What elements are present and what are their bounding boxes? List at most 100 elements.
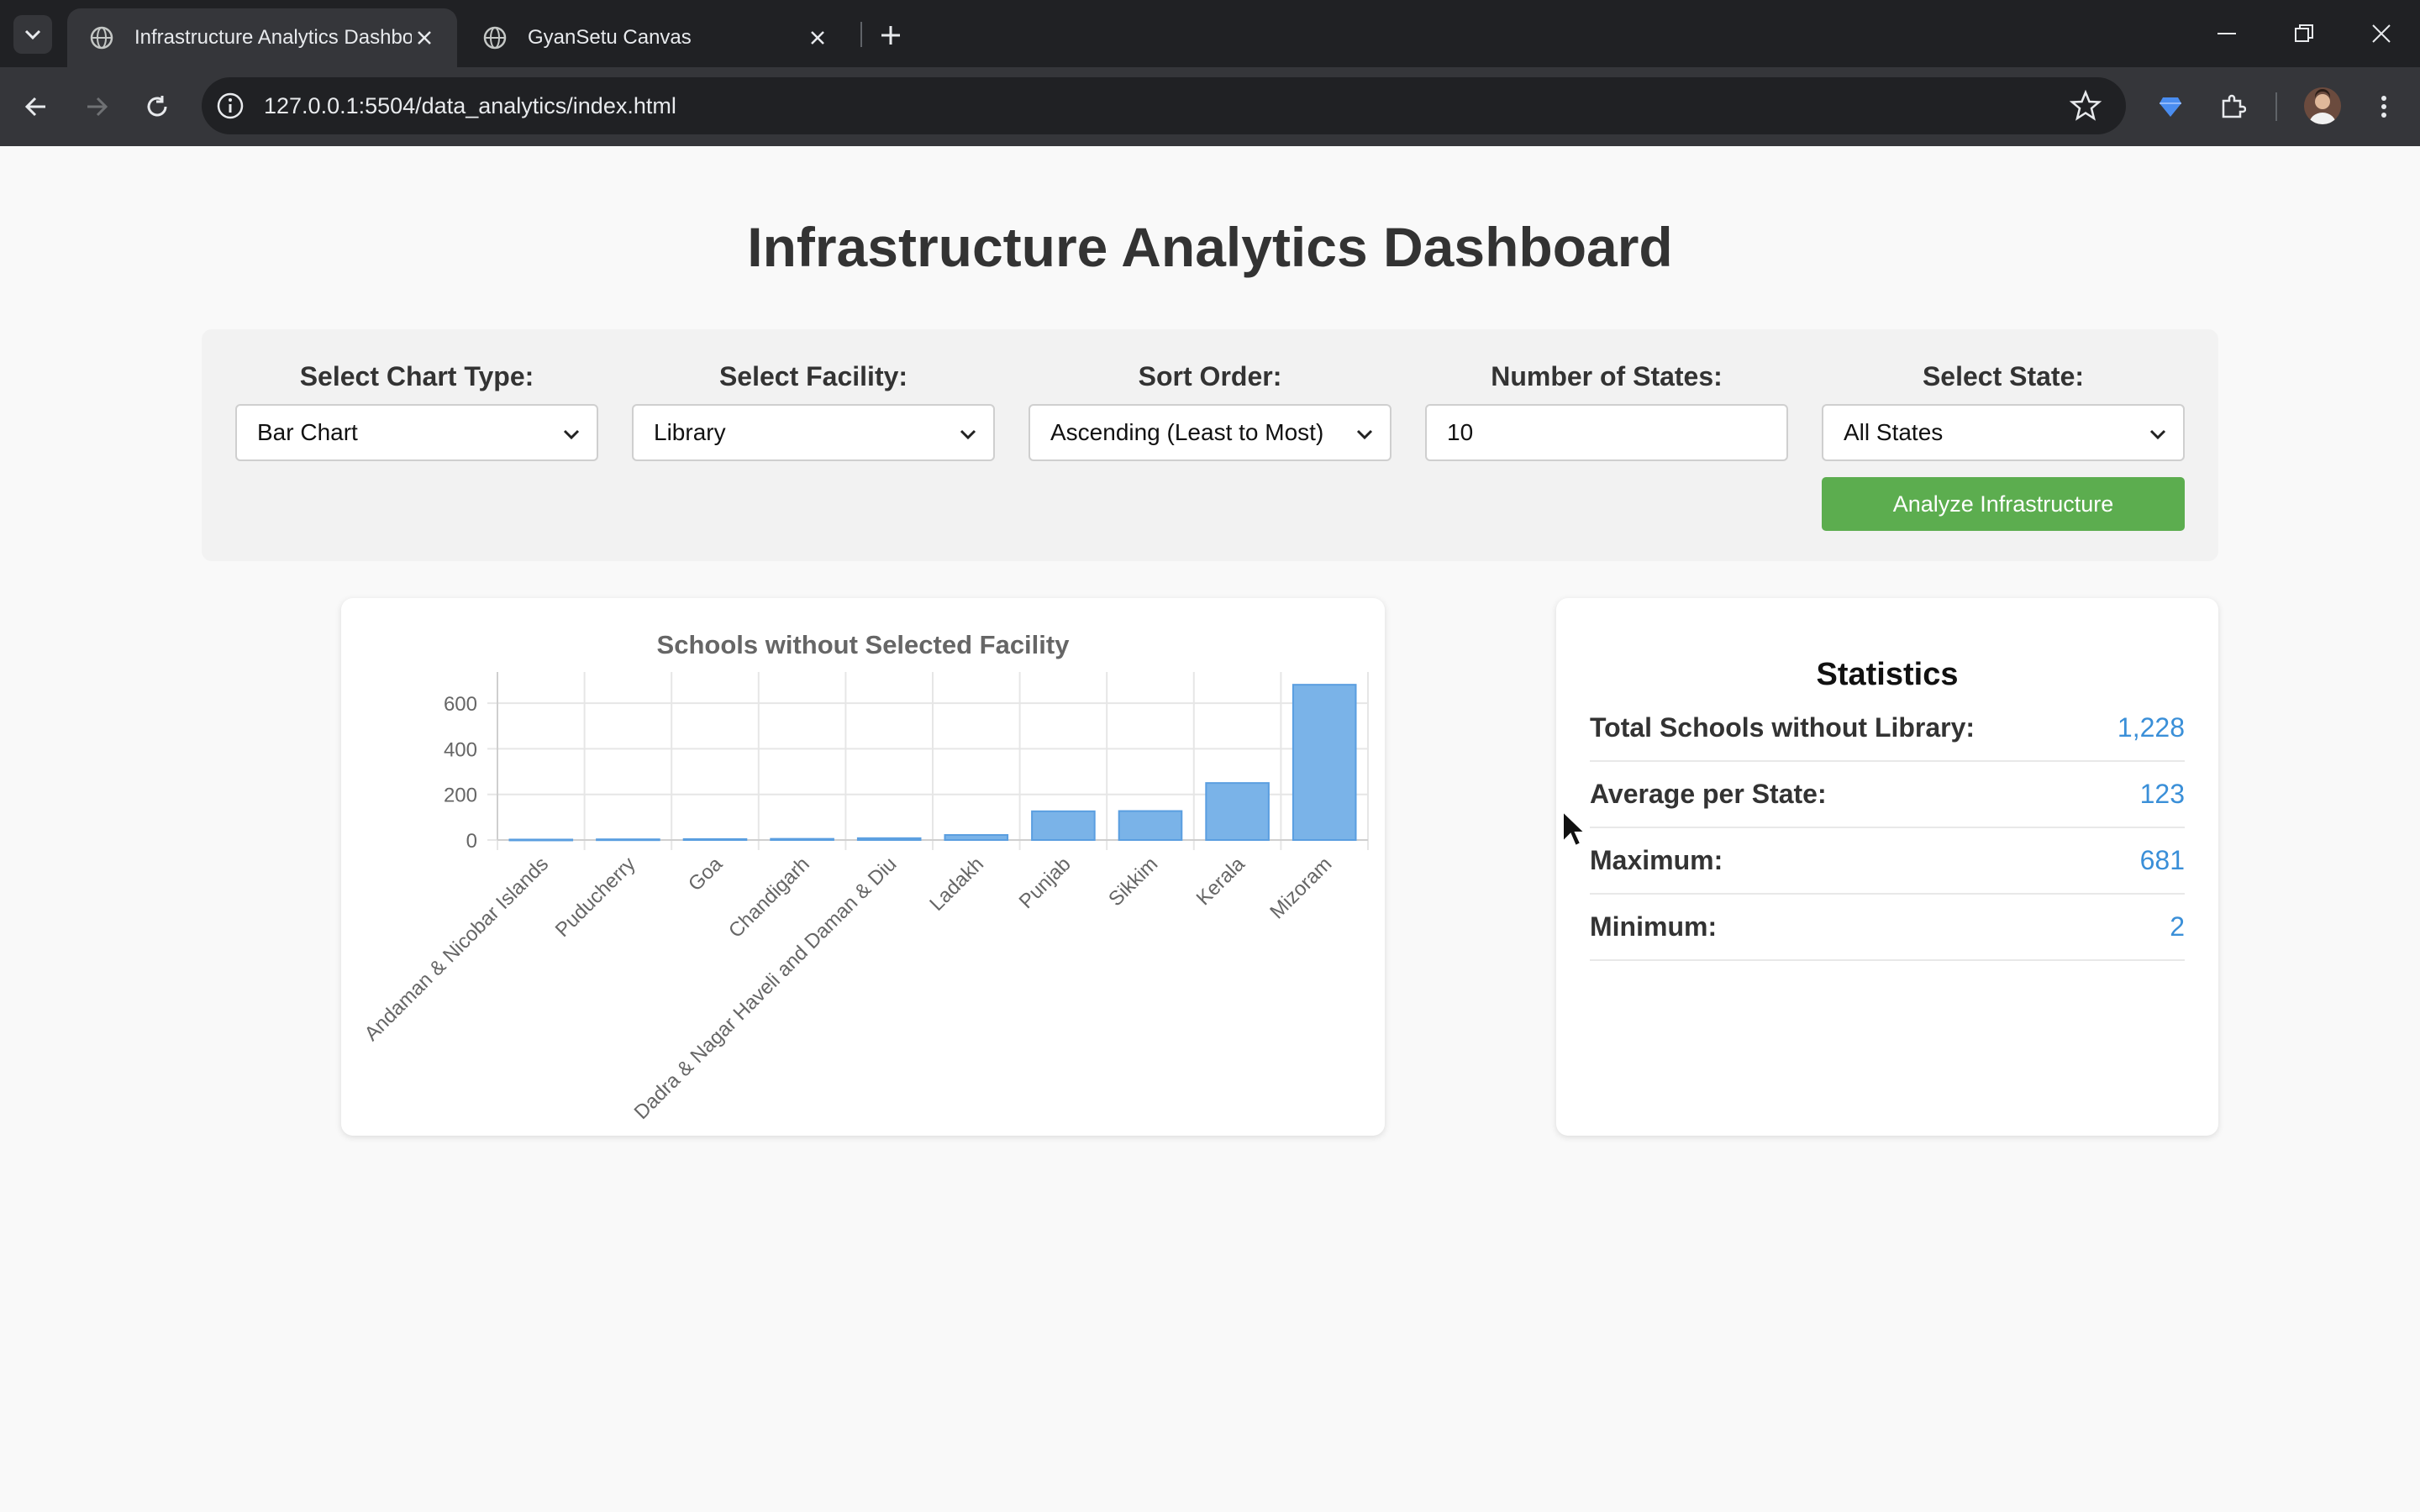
close-icon — [2372, 24, 2391, 43]
tab-active[interactable]: Infrastructure Analytics Dashboard — [67, 8, 457, 67]
statistics-title: Statistics — [1816, 657, 1959, 692]
x-tick-label: Andaman & Nicobar Islands — [360, 853, 553, 1045]
tab-search-button[interactable] — [13, 15, 52, 54]
stat-value: 1,228 — [2117, 712, 2185, 743]
minimize-button[interactable] — [2207, 15, 2247, 52]
state-label: Select State: — [1922, 361, 2085, 391]
browser-menu-button[interactable] — [2365, 87, 2403, 126]
num-states-control: Number of States: 10 — [1425, 361, 1788, 461]
stat-label: Average per State: — [1590, 779, 1827, 809]
state-value: All States — [1844, 419, 1944, 445]
x-tick-label: Ladakh — [925, 853, 988, 916]
chart-title: Schools without Selected Facility — [657, 630, 1071, 659]
site-info-icon[interactable] — [215, 91, 245, 121]
page-content: Infrastructure Analytics Dashboard Selec… — [0, 146, 2420, 1512]
x-tick-label: Punjab — [1015, 853, 1076, 913]
stat-label: Maximum: — [1590, 845, 1723, 875]
stat-label: Total Schools without Library: — [1590, 712, 1975, 743]
chart-card: Schools without Selected Facility 0 200 40… — [341, 598, 1385, 1136]
x-tick-label: Sikkim — [1104, 853, 1162, 911]
chart-type-label: Select Chart Type: — [299, 361, 534, 391]
address-bar[interactable] — [202, 77, 2126, 134]
reload-icon — [147, 96, 167, 117]
sort-order-select[interactable]: Ascending (Least to Most) — [1028, 404, 1392, 461]
bar[interactable] — [682, 837, 748, 841]
page-title: Infrastructure Analytics Dashboard — [747, 216, 1673, 278]
reload-button[interactable] — [138, 87, 176, 126]
gem-icon — [2160, 97, 2181, 117]
y-tick-label: 0 — [466, 830, 477, 853]
bar[interactable] — [770, 837, 834, 841]
state-control: Select State: All States — [1822, 361, 2185, 461]
minimize-icon — [2217, 33, 2236, 34]
chart-type-value: Bar Chart — [257, 419, 358, 445]
y-tick-label: 600 — [444, 693, 477, 716]
bar[interactable] — [508, 838, 574, 842]
close-window-button[interactable] — [2361, 15, 2402, 52]
mouse-cursor-icon — [1562, 810, 1586, 848]
new-tab-button[interactable] — [874, 18, 908, 52]
plus-icon — [881, 26, 900, 45]
chevron-down-icon — [960, 429, 976, 440]
tab-title: Infrastructure Analytics Dashboard — [134, 26, 412, 49]
chart-y-ticks: 0 200 400 600 — [444, 693, 477, 853]
arrow-left-icon — [24, 97, 45, 117]
x-tick-label: Kerala — [1192, 853, 1250, 911]
bar[interactable] — [1118, 810, 1183, 841]
close-tab-icon[interactable] — [805, 25, 830, 50]
extension-gem-button[interactable] — [2151, 87, 2190, 126]
facility-control: Select Facility: Library — [632, 361, 995, 461]
globe-icon — [483, 26, 507, 50]
bar[interactable] — [1292, 684, 1357, 841]
x-tick-label: Mizoram — [1265, 853, 1336, 923]
bar[interactable] — [856, 837, 922, 842]
chevron-down-icon — [563, 429, 580, 440]
y-tick-label: 200 — [444, 785, 477, 807]
arrow-right-icon — [87, 97, 108, 117]
facility-select[interactable]: Library — [632, 404, 995, 461]
extensions-button[interactable] — [2213, 87, 2252, 126]
profile-avatar[interactable] — [2304, 87, 2341, 124]
num-states-value: 10 — [1447, 419, 1474, 445]
bar[interactable] — [944, 834, 1009, 841]
statistics-card: Statistics Total Schools without Library… — [1556, 598, 2218, 1136]
chart-type-select[interactable]: Bar Chart — [235, 404, 598, 461]
toolbar-separator — [2275, 92, 2277, 121]
back-button[interactable] — [17, 87, 55, 126]
x-tick-label: Chandigarh — [724, 853, 814, 942]
state-select[interactable]: All States — [1822, 404, 2185, 461]
controls-panel: Select Chart Type: Bar Chart Select Faci… — [202, 329, 2218, 561]
puzzle-icon — [2222, 94, 2246, 118]
restore-button[interactable] — [2284, 15, 2324, 52]
y-tick-label: 400 — [444, 738, 477, 761]
bar[interactable] — [1205, 782, 1270, 841]
facility-value: Library — [654, 419, 726, 445]
stat-average-row: Average per State: 123 — [1590, 762, 2185, 828]
tab-inactive[interactable]: GyanSetu Canvas — [460, 8, 850, 67]
sort-order-value: Ascending (Least to Most) — [1050, 419, 1324, 445]
tab-separator — [860, 22, 862, 47]
bar[interactable] — [596, 838, 660, 842]
bar[interactable] — [1031, 810, 1096, 842]
chevron-down-icon — [24, 29, 41, 40]
stat-value: 123 — [2139, 779, 2185, 809]
bookmark-star-icon[interactable] — [2069, 89, 2102, 123]
stat-maximum-row: Maximum: 681 — [1590, 828, 2185, 895]
chevron-down-icon — [2149, 429, 2166, 440]
stat-total-row: Total Schools without Library: 1,228 — [1590, 696, 2185, 762]
num-states-input[interactable]: 10 — [1425, 404, 1788, 461]
chevron-down-icon — [1356, 429, 1373, 440]
globe-icon — [90, 26, 113, 50]
stat-minimum-row: Minimum: 2 — [1590, 895, 2185, 961]
restore-icon — [2295, 24, 2313, 42]
close-tab-icon[interactable] — [412, 25, 437, 50]
kebab-menu-icon — [2381, 96, 2386, 118]
browser-tab-bar: Infrastructure Analytics Dashboard GyanS… — [0, 0, 2420, 67]
chart-bars — [508, 684, 1357, 842]
analyze-infrastructure-button[interactable]: Analyze Infrastructure — [1822, 477, 2185, 531]
x-tick-label: Puducherry — [551, 853, 640, 942]
stat-value: 681 — [2139, 845, 2185, 875]
forward-button[interactable] — [77, 87, 116, 126]
address-url[interactable]: 127.0.0.1:5504/data_analytics/index.html — [264, 93, 676, 118]
